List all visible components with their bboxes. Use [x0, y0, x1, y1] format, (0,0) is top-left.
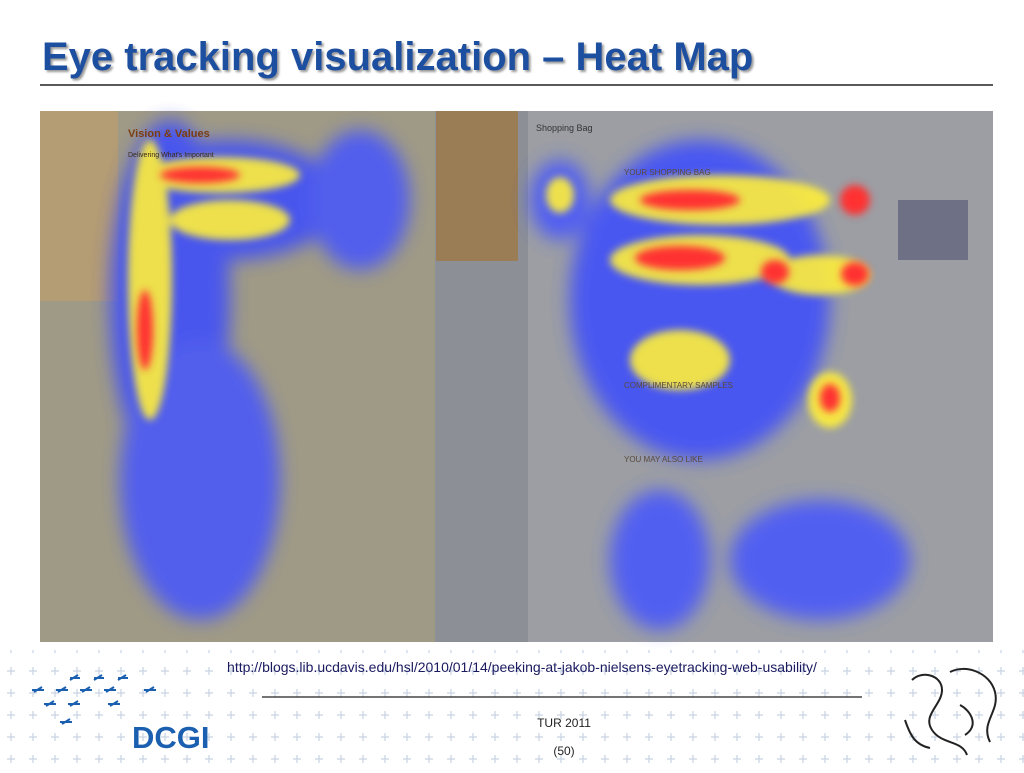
heatmap-figure: Vision & Values Delivering What's Import… [40, 111, 993, 642]
university-logo [904, 667, 997, 756]
section-heading: COMPLIMENTARY SAMPLES [624, 381, 733, 390]
section-heading: YOU MAY ALSO LIKE [624, 455, 703, 464]
right-heading: Shopping Bag [536, 123, 593, 133]
footer-event: TUR 2011 [537, 716, 591, 730]
source-url: http://blogs.lib.ucdavis.edu/hsl/2010/01… [227, 659, 817, 675]
logo-crosses [32, 674, 156, 725]
footer-page: (50) [553, 744, 574, 758]
product-image [898, 200, 968, 260]
left-nav [40, 111, 118, 301]
left-heading: Vision & Values [128, 128, 210, 140]
heat-red [137, 167, 870, 412]
heat-yellow [128, 140, 870, 428]
left-subheading: Delivering What's Important [128, 152, 214, 159]
left-sidebar [436, 111, 518, 261]
slide-title: Eye tracking visualization – Heat Map [42, 35, 753, 79]
logo-text: DCGI [132, 720, 210, 755]
section-heading: YOUR SHOPPING BAG [624, 168, 711, 177]
background-pattern [0, 650, 1024, 768]
